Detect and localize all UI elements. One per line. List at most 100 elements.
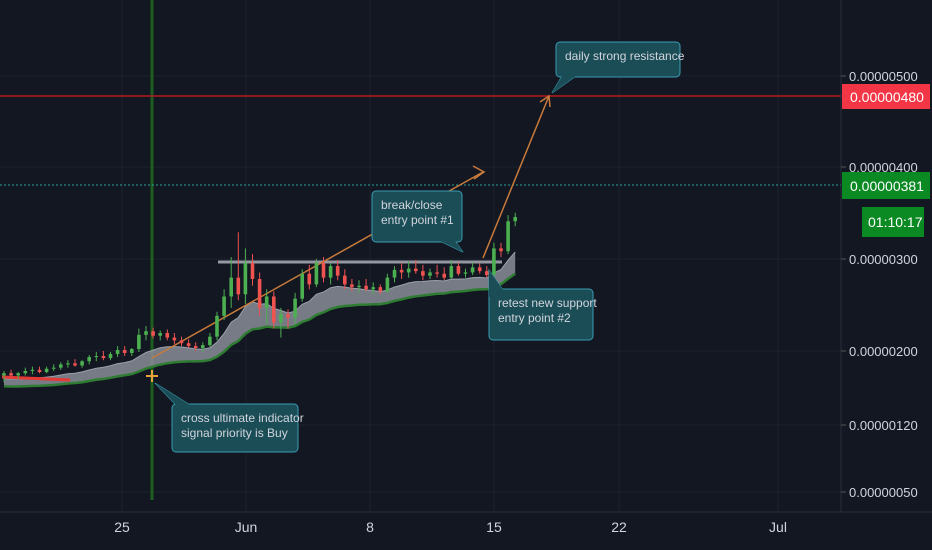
candle-72[interactable]	[513, 212, 517, 227]
candle-21[interactable]	[151, 327, 155, 339]
candle-5[interactable]	[37, 366, 42, 374]
callout-tail-cover	[552, 76, 576, 93]
candle-50[interactable]	[357, 280, 361, 293]
candle-body	[286, 314, 290, 318]
candle-body	[186, 343, 191, 347]
candle-71[interactable]	[506, 215, 510, 255]
candle-29[interactable]	[208, 333, 212, 348]
candle-63[interactable]	[449, 260, 454, 279]
callout-tail-cover	[155, 383, 190, 405]
candle-52[interactable]	[371, 282, 375, 295]
candle-51[interactable]	[364, 278, 368, 292]
candle-54[interactable]	[385, 273, 390, 293]
candle-body	[201, 345, 205, 349]
candle-45[interactable]	[321, 257, 326, 283]
candle-34[interactable]	[243, 248, 248, 304]
candle-41[interactable]	[293, 292, 297, 325]
candle-body	[414, 268, 418, 272]
candle-67[interactable]	[477, 263, 482, 274]
candle-body	[37, 369, 42, 373]
candle-8[interactable]	[59, 362, 63, 370]
candle-0[interactable]	[2, 370, 6, 383]
candle-70[interactable]	[499, 242, 503, 258]
candle-61[interactable]	[435, 264, 439, 278]
candle-14[interactable]	[101, 350, 106, 361]
candle-46[interactable]	[328, 263, 333, 285]
candle-3[interactable]	[23, 367, 28, 376]
trend-arrowhead-lower	[472, 165, 486, 180]
candle-body	[101, 356, 106, 359]
candle-33[interactable]	[236, 232, 241, 301]
candle-66[interactable]	[470, 262, 475, 276]
candle-37[interactable]	[264, 289, 269, 325]
candle-22[interactable]	[158, 330, 162, 341]
candle-18[interactable]	[130, 348, 134, 357]
candle-55[interactable]	[392, 266, 397, 283]
candle-35[interactable]	[250, 254, 255, 286]
callout-box	[171, 403, 299, 453]
candle-44[interactable]	[314, 258, 319, 288]
candle-56[interactable]	[399, 263, 404, 279]
candle-65[interactable]	[463, 268, 468, 278]
candle-58[interactable]	[414, 260, 418, 274]
candle-38[interactable]	[272, 291, 276, 329]
candle-24[interactable]	[172, 333, 177, 345]
candle-28[interactable]	[201, 342, 205, 352]
candle-15[interactable]	[108, 351, 113, 361]
candle-1[interactable]	[9, 369, 13, 378]
candle-19[interactable]	[137, 328, 141, 352]
candle-9[interactable]	[66, 360, 70, 368]
candle-27[interactable]	[193, 342, 198, 351]
candles-layer[interactable]	[2, 212, 517, 383]
candle-body	[59, 364, 63, 368]
callout-tail-cover	[440, 241, 463, 252]
candle-47[interactable]	[335, 260, 340, 281]
candle-body	[456, 266, 461, 274]
candle-36[interactable]	[257, 272, 262, 316]
candle-60[interactable]	[428, 268, 432, 279]
candle-6[interactable]	[44, 366, 49, 374]
candle-62[interactable]	[442, 267, 446, 281]
candle-4[interactable]	[30, 366, 35, 375]
candle-17[interactable]	[122, 346, 127, 357]
candle-body	[208, 336, 212, 346]
candle-43[interactable]	[307, 264, 312, 290]
candle-68[interactable]	[485, 266, 489, 278]
candle-32[interactable]	[229, 257, 233, 308]
indicator-ribbon-fill	[4, 252, 516, 387]
candle-49[interactable]	[350, 278, 354, 292]
candle-body	[2, 373, 6, 376]
candle-26[interactable]	[186, 339, 191, 349]
candle-30[interactable]	[215, 311, 219, 341]
candle-10[interactable]	[73, 359, 77, 367]
candle-59[interactable]	[421, 264, 425, 281]
candle-25[interactable]	[179, 336, 184, 347]
candle-64[interactable]	[456, 262, 461, 276]
candle-23[interactable]	[165, 329, 170, 341]
candle-53[interactable]	[378, 284, 383, 295]
candle-39[interactable]	[279, 307, 283, 338]
callout-note-0[interactable]: daily strong resistance	[551, 41, 685, 94]
candle-40[interactable]	[286, 309, 290, 329]
candle-12[interactable]	[87, 355, 91, 365]
candle-7[interactable]	[51, 364, 56, 371]
candle-57[interactable]	[406, 261, 411, 278]
candle-body	[392, 269, 397, 278]
candle-20[interactable]	[144, 325, 148, 341]
candle-69[interactable]	[492, 242, 496, 277]
candle-42[interactable]	[300, 269, 304, 302]
candle-48[interactable]	[343, 269, 347, 290]
resistance-price-label: 0.00000480	[850, 89, 924, 105]
candle-body	[435, 272, 439, 274]
candle-2[interactable]	[16, 372, 20, 379]
candle-11[interactable]	[80, 360, 84, 368]
candle-13[interactable]	[94, 351, 99, 362]
candle-16[interactable]	[115, 346, 120, 358]
candle-31[interactable]	[222, 289, 226, 320]
price-tick-label: 0.00000050	[849, 485, 918, 500]
